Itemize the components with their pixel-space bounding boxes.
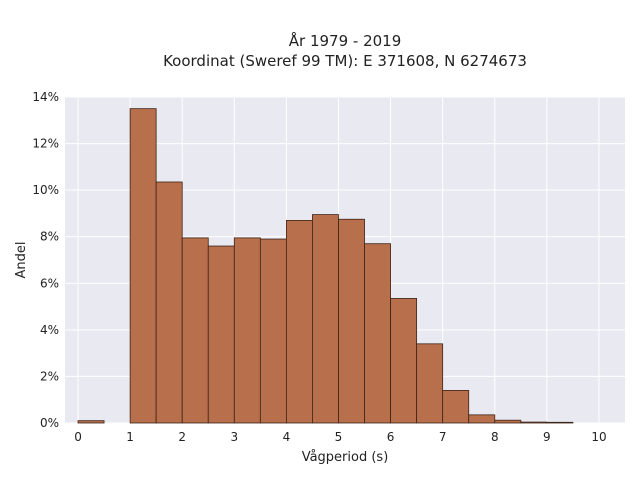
y-tick-label: 12% <box>32 137 59 151</box>
y-tick-label: 8% <box>40 230 59 244</box>
x-tick-label: 6 <box>387 430 395 444</box>
y-axis-label: Andel <box>14 242 29 279</box>
x-tick-label: 1 <box>126 430 134 444</box>
y-tick-label: 6% <box>40 276 59 290</box>
y-tick-label: 10% <box>32 183 59 197</box>
histogram-bar <box>285 220 313 424</box>
chart-title-line-2: Koordinat (Sweref 99 TM): E 371608, N 62… <box>163 52 527 70</box>
histogram-bar <box>181 237 209 424</box>
histogram-bar <box>364 243 391 424</box>
histogram-bar <box>312 214 339 424</box>
x-tick-label: 8 <box>491 430 499 444</box>
histogram-bar <box>129 108 157 424</box>
y-tick-label: 4% <box>40 323 59 337</box>
histogram-bars <box>77 108 574 424</box>
x-tick-label: 7 <box>439 430 447 444</box>
x-tick-label: 9 <box>543 430 551 444</box>
x-tick-label: 2 <box>178 430 186 444</box>
y-tick-label: 2% <box>40 369 59 383</box>
x-tick-label: 0 <box>74 430 82 444</box>
histogram-bar <box>338 218 365 424</box>
histogram-bar <box>390 298 418 424</box>
y-tick-label: 0% <box>40 416 59 430</box>
x-tick-label: 5 <box>335 430 343 444</box>
histogram-bar <box>233 237 261 424</box>
histogram-bar <box>416 343 444 424</box>
histogram-bar <box>442 389 470 424</box>
x-axis-ticks: 0 1 2 3 4 5 6 7 8 9 10 <box>74 430 606 444</box>
x-tick-label: 3 <box>230 430 238 444</box>
histogram-bar <box>494 419 522 424</box>
y-tick-label: 14% <box>32 90 59 104</box>
histogram-bar <box>546 421 574 424</box>
x-tick-label: 10 <box>591 430 606 444</box>
histogram-bar <box>207 245 235 424</box>
histogram-bar <box>520 421 548 424</box>
histogram-bar <box>155 181 183 424</box>
histogram-bar <box>259 238 287 424</box>
chart-title-line-1: År 1979 - 2019 <box>289 31 402 50</box>
y-axis-ticks: 0% 2% 4% 6% 8% 10% 12% 14% <box>32 90 59 430</box>
x-tick-label: 4 <box>283 430 291 444</box>
x-axis-label: Vågperiod (s) <box>302 450 389 465</box>
histogram-bar <box>468 414 496 424</box>
histogram-bar <box>77 420 105 424</box>
